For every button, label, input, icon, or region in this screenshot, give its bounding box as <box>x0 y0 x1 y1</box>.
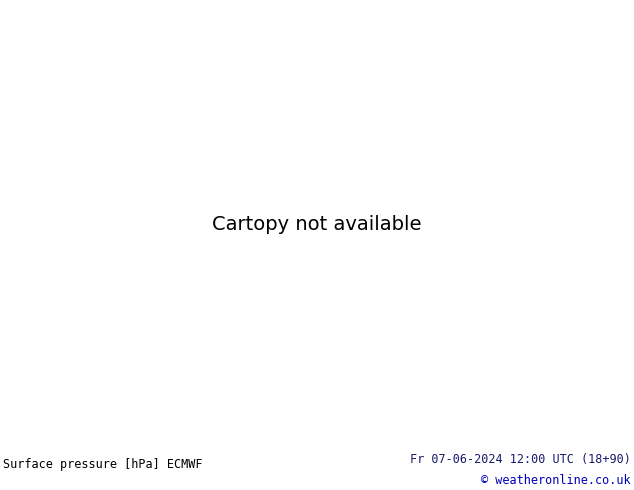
Text: Fr 07-06-2024 12:00 UTC (18+90): Fr 07-06-2024 12:00 UTC (18+90) <box>410 453 631 466</box>
Text: Surface pressure [hPa] ECMWF: Surface pressure [hPa] ECMWF <box>3 458 203 471</box>
Text: © weatheronline.co.uk: © weatheronline.co.uk <box>481 474 631 487</box>
Text: Cartopy not available: Cartopy not available <box>212 215 422 234</box>
